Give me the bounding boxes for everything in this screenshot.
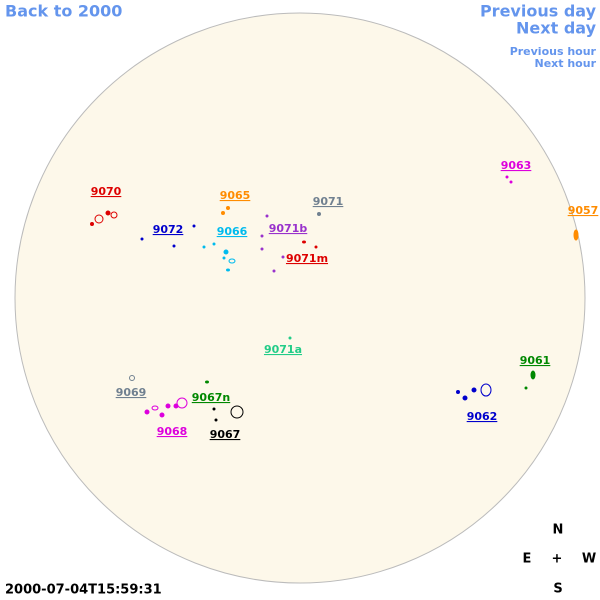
sunspot: [110, 211, 118, 219]
region-label[interactable]: 9071b: [269, 222, 308, 235]
sunspot: [226, 206, 230, 210]
sunspot: [144, 409, 150, 415]
region-label[interactable]: 9070: [91, 185, 122, 198]
sunspot: [159, 412, 165, 418]
sunspot: [505, 175, 509, 179]
region-label[interactable]: 9069: [116, 386, 147, 399]
timestamp: 2000-07-04T15:59:31: [5, 583, 162, 598]
sunspot: [265, 214, 269, 218]
sunspot: [214, 418, 218, 422]
region-label[interactable]: 9065: [220, 189, 251, 202]
previous-hour-link[interactable]: Previous hour: [510, 45, 597, 58]
sunspot: [272, 269, 276, 273]
region-label[interactable]: 9063: [501, 159, 532, 172]
sunspot: [205, 380, 209, 384]
sunspot: [221, 211, 225, 215]
sunspot: [314, 245, 318, 249]
compass-south: S: [553, 582, 562, 597]
sunspot: [509, 180, 513, 184]
sunspot: [573, 229, 579, 241]
sunspot: [260, 247, 264, 251]
region-label[interactable]: 9057: [568, 204, 599, 217]
region-label[interactable]: 9067: [210, 428, 241, 441]
previous-day-link[interactable]: Previous day: [480, 2, 597, 21]
next-hour-link[interactable]: Next hour: [535, 57, 597, 70]
region-label[interactable]: 9071a: [264, 343, 302, 356]
sunspot: [302, 240, 306, 244]
sunspot: [176, 397, 188, 409]
sunspot: [202, 245, 206, 249]
sunspot: [129, 375, 135, 381]
next-day-link[interactable]: Next day: [516, 19, 597, 38]
sunspot: [192, 224, 196, 228]
sunspot: [105, 210, 111, 216]
sunspot: [230, 405, 244, 419]
sunspot: [281, 255, 285, 259]
sunspot: [471, 387, 477, 393]
sunspot: [223, 249, 229, 255]
sunspot: [165, 403, 171, 409]
sunspot: [288, 336, 292, 340]
region-label[interactable]: 9061: [520, 354, 551, 367]
sunspot: [480, 383, 492, 397]
sunspot: [222, 256, 226, 260]
sunspot: [212, 407, 216, 411]
region-label[interactable]: 9067n: [192, 391, 230, 404]
sunspot: [94, 214, 104, 224]
sunspot: [530, 370, 536, 380]
sunspot: [226, 268, 230, 272]
sunspot: [140, 237, 144, 241]
sunspot: [524, 386, 528, 390]
sunspot: [317, 212, 321, 216]
compass-north: N: [553, 523, 564, 538]
region-label[interactable]: 9071m: [286, 252, 328, 265]
region-label[interactable]: 9068: [157, 425, 188, 438]
region-label[interactable]: 9066: [217, 225, 248, 238]
compass-west: W: [582, 552, 596, 567]
back-link[interactable]: Back to 2000: [5, 2, 122, 21]
sunspot: [228, 258, 236, 264]
sunspot: [212, 242, 216, 246]
sunspot: [172, 244, 176, 248]
solar-disk: [14, 12, 586, 584]
sunspot: [260, 234, 264, 238]
sunspot: [151, 405, 159, 411]
region-label[interactable]: 9062: [467, 410, 498, 423]
sunspot: [90, 222, 94, 226]
compass-center: +: [552, 552, 563, 567]
compass-east: E: [523, 552, 532, 567]
sunspot: [462, 395, 468, 401]
region-label[interactable]: 9071: [313, 195, 344, 208]
region-label[interactable]: 9072: [153, 223, 184, 236]
sunspot: [456, 390, 460, 394]
